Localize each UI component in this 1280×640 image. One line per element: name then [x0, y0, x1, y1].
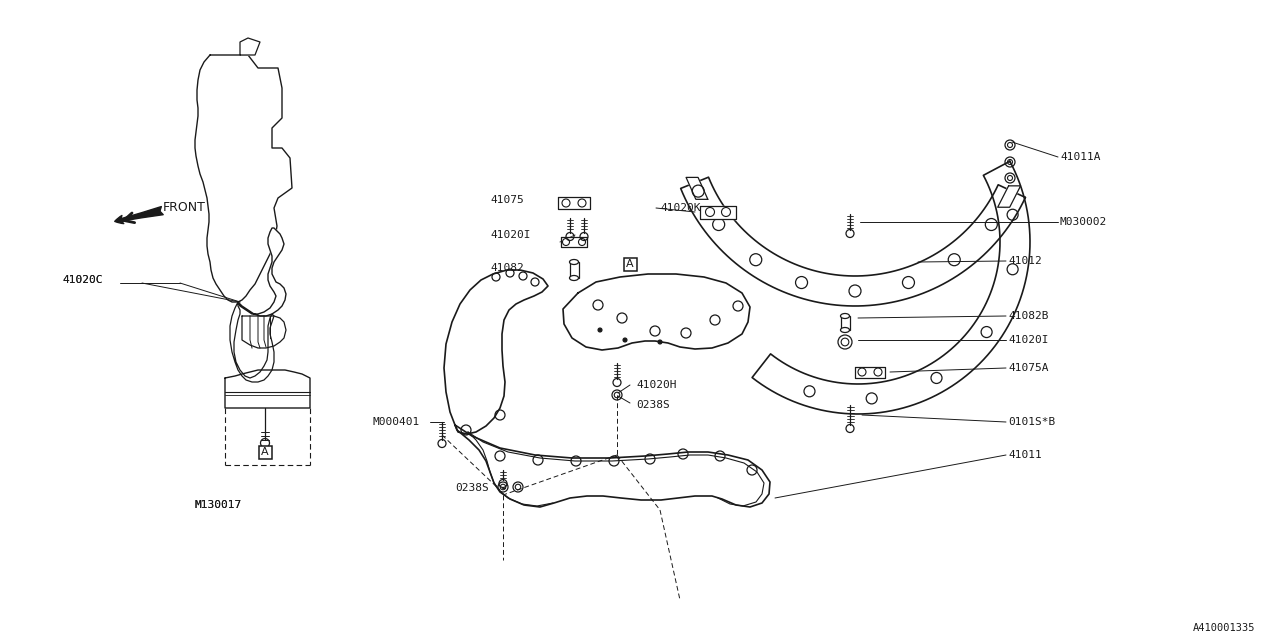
Text: 0238S: 0238S	[454, 483, 489, 493]
Text: A410001335: A410001335	[1193, 623, 1254, 633]
Polygon shape	[195, 55, 292, 302]
Polygon shape	[241, 38, 260, 55]
Text: M130017: M130017	[195, 500, 242, 510]
Polygon shape	[855, 367, 884, 378]
Bar	[841, 316, 850, 330]
Text: M130017: M130017	[195, 500, 242, 510]
Ellipse shape	[570, 259, 579, 264]
Polygon shape	[454, 425, 771, 507]
Text: 41020K: 41020K	[660, 203, 700, 213]
Text: 41012: 41012	[1009, 256, 1042, 266]
Text: A: A	[626, 259, 634, 269]
Polygon shape	[700, 205, 736, 218]
Polygon shape	[681, 177, 1025, 306]
Text: 41020C: 41020C	[61, 275, 102, 285]
Circle shape	[623, 338, 627, 342]
Polygon shape	[230, 302, 274, 382]
Bar	[623, 257, 636, 271]
Text: 41011A: 41011A	[1060, 152, 1101, 162]
Polygon shape	[561, 237, 588, 247]
Text: 41082B: 41082B	[1009, 311, 1048, 321]
Circle shape	[658, 340, 662, 344]
Polygon shape	[753, 161, 1030, 414]
Text: 41020I: 41020I	[1009, 335, 1048, 345]
Polygon shape	[444, 270, 548, 434]
Text: A: A	[261, 447, 269, 457]
Text: 41020C: 41020C	[61, 275, 102, 285]
Text: 0101S*B: 0101S*B	[1009, 417, 1055, 427]
Polygon shape	[237, 228, 285, 316]
Text: 41011: 41011	[1009, 450, 1042, 460]
Text: 41075: 41075	[490, 195, 524, 205]
Text: 41020H: 41020H	[636, 380, 677, 390]
Text: FRONT: FRONT	[163, 200, 206, 214]
Polygon shape	[563, 274, 750, 350]
Circle shape	[598, 328, 602, 332]
Ellipse shape	[841, 328, 850, 333]
Ellipse shape	[570, 275, 579, 280]
Bar	[259, 445, 271, 458]
Text: M000401: M000401	[372, 417, 420, 427]
Polygon shape	[686, 177, 708, 199]
Text: 41075A: 41075A	[1009, 363, 1048, 373]
Text: M030002: M030002	[1060, 217, 1107, 227]
Text: 41020I: 41020I	[490, 230, 530, 240]
Ellipse shape	[841, 314, 850, 319]
Polygon shape	[242, 316, 285, 348]
Polygon shape	[558, 197, 590, 209]
Polygon shape	[225, 370, 310, 408]
Text: 41082: 41082	[490, 263, 524, 273]
Polygon shape	[997, 186, 1020, 207]
Bar	[570, 262, 579, 278]
Text: 0238S: 0238S	[636, 400, 669, 410]
